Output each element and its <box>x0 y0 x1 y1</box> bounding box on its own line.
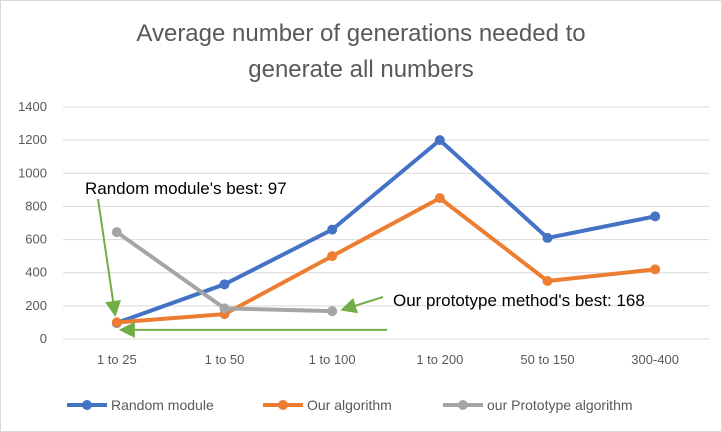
legend-label: Random module <box>111 397 214 413</box>
x-tick-label: 1 to 25 <box>97 352 137 367</box>
data-point <box>111 227 122 238</box>
y-tick-label: 0 <box>40 331 47 346</box>
x-tick-label: 1 to 200 <box>416 352 463 367</box>
x-tick-label: 50 to 150 <box>520 352 574 367</box>
annotation-prototype-best: Our prototype method's best: 168 <box>393 291 645 310</box>
data-point <box>111 317 122 328</box>
gridlines <box>63 106 709 340</box>
y-axis-ticks: 0 200 400 600 800 1000 1200 1400 <box>18 99 47 346</box>
data-point <box>327 251 338 262</box>
data-point <box>219 279 230 290</box>
x-axis-ticks: 1 to 25 1 to 50 1 to 100 1 to 200 50 to 150 3… <box>97 352 679 367</box>
y-tick-label: 1000 <box>18 165 47 180</box>
annotation-arrow <box>340 296 384 314</box>
chart-title-line-2: generate all numbers <box>248 56 473 83</box>
series-line <box>114 138 658 325</box>
annotation-arrow <box>97 198 121 317</box>
legend: Random module Our algorithm our Prototype … <box>67 397 633 413</box>
data-point <box>434 193 445 204</box>
data-point <box>219 303 230 314</box>
data-point <box>542 232 553 243</box>
y-tick-label: 1200 <box>18 132 47 147</box>
data-point <box>542 276 553 286</box>
series-lines <box>111 135 661 328</box>
x-tick-label: 1 to 50 <box>205 352 245 367</box>
legend-label: Our algorithm <box>307 397 392 413</box>
y-tick-label: 400 <box>25 265 47 280</box>
y-tick-label: 1400 <box>18 99 47 114</box>
series-1 <box>111 193 661 328</box>
series-line <box>114 196 658 325</box>
data-point <box>650 264 661 275</box>
legend-marker <box>278 400 288 410</box>
y-tick-label: 200 <box>25 298 47 313</box>
series-2 <box>111 227 338 317</box>
data-point <box>327 224 338 235</box>
legend-label: our Prototype algorithm <box>487 397 633 413</box>
data-point <box>434 135 445 146</box>
annotations: Random module's best: 97 Our prototype m… <box>85 179 645 338</box>
data-point <box>327 306 338 317</box>
y-tick-label: 800 <box>25 198 47 213</box>
legend-marker <box>458 400 468 410</box>
y-tick-label: 600 <box>25 232 47 247</box>
chart-title-line-1: Average number of generations needed to <box>136 20 585 47</box>
legend-marker <box>82 400 92 410</box>
x-tick-label: 1 to 100 <box>309 352 356 367</box>
data-point <box>650 211 661 222</box>
x-tick-label: 300-400 <box>631 352 679 367</box>
annotation-random-best: Random module's best: 97 <box>85 179 287 198</box>
